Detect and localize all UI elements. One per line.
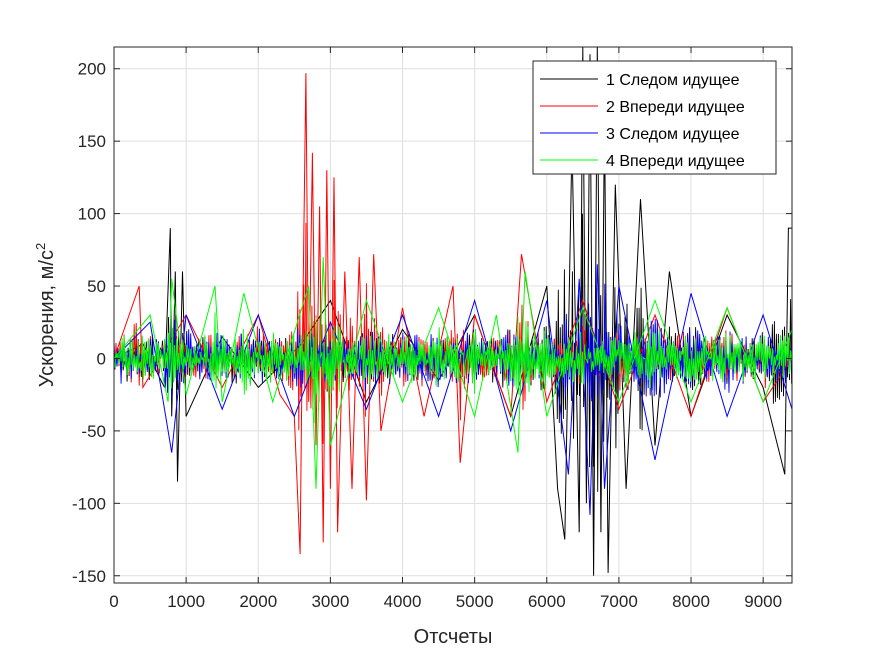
x-tick-labels: 0 1000 2000 3000 4000 5000 6000 7000 8000 9000 [109,592,782,611]
x-tick-label: 1000 [167,592,205,611]
x-tick-label: 4000 [384,592,422,611]
x-tick-label: 8000 [672,592,710,611]
x-tick-label: 6000 [528,592,566,611]
ticks [113,47,792,583]
y-axis-label: Ускорения, м/с2 [33,243,58,387]
x-tick-label: 3000 [311,592,349,611]
series-4-line [114,257,792,489]
y-axis-label-superscript: 2 [33,243,48,250]
legend-entries: 1 Следом идущее 2 Впереди идущее 3 Следом … [540,72,745,170]
legend-label-1: 1 Следом идущее [606,72,740,89]
x-tick-label: 2000 [239,592,277,611]
x-tick-label: 5000 [456,592,494,611]
legend: 1 Следом идущее 2 Впереди идущее 3 Следом … [532,60,777,175]
legend-label-4: 4 Впереди идущее [606,153,745,170]
legend-box [532,60,777,175]
plot-frame [113,46,793,584]
series-layer [114,47,792,576]
y-tick-label: 0 [97,349,106,368]
y-tick-label: 150 [78,132,106,151]
y-tick-label: 50 [87,277,106,296]
x-tick-label: 7000 [600,592,638,611]
y-tick-label: 100 [78,205,106,224]
x-axis-label: Отсчеты [414,626,493,648]
series-3-line [114,264,792,515]
y-tick-labels: -150 -100 -50 0 50 100 150 200 [72,60,106,586]
y-tick-label: -150 [72,567,106,586]
y-tick-label: -100 [72,494,106,513]
x-tick-label: 0 [109,592,118,611]
y-tick-label: -50 [81,422,106,441]
x-tick-label: 9000 [744,592,782,611]
legend-label-2: 2 Впереди идущее [606,99,745,116]
y-axis-label-main: Ускорения, м/с [36,250,58,387]
legend-label-3: 3 Следом идущее [606,126,740,143]
series-4-noise-line [114,312,792,424]
y-tick-label: 200 [78,60,106,79]
